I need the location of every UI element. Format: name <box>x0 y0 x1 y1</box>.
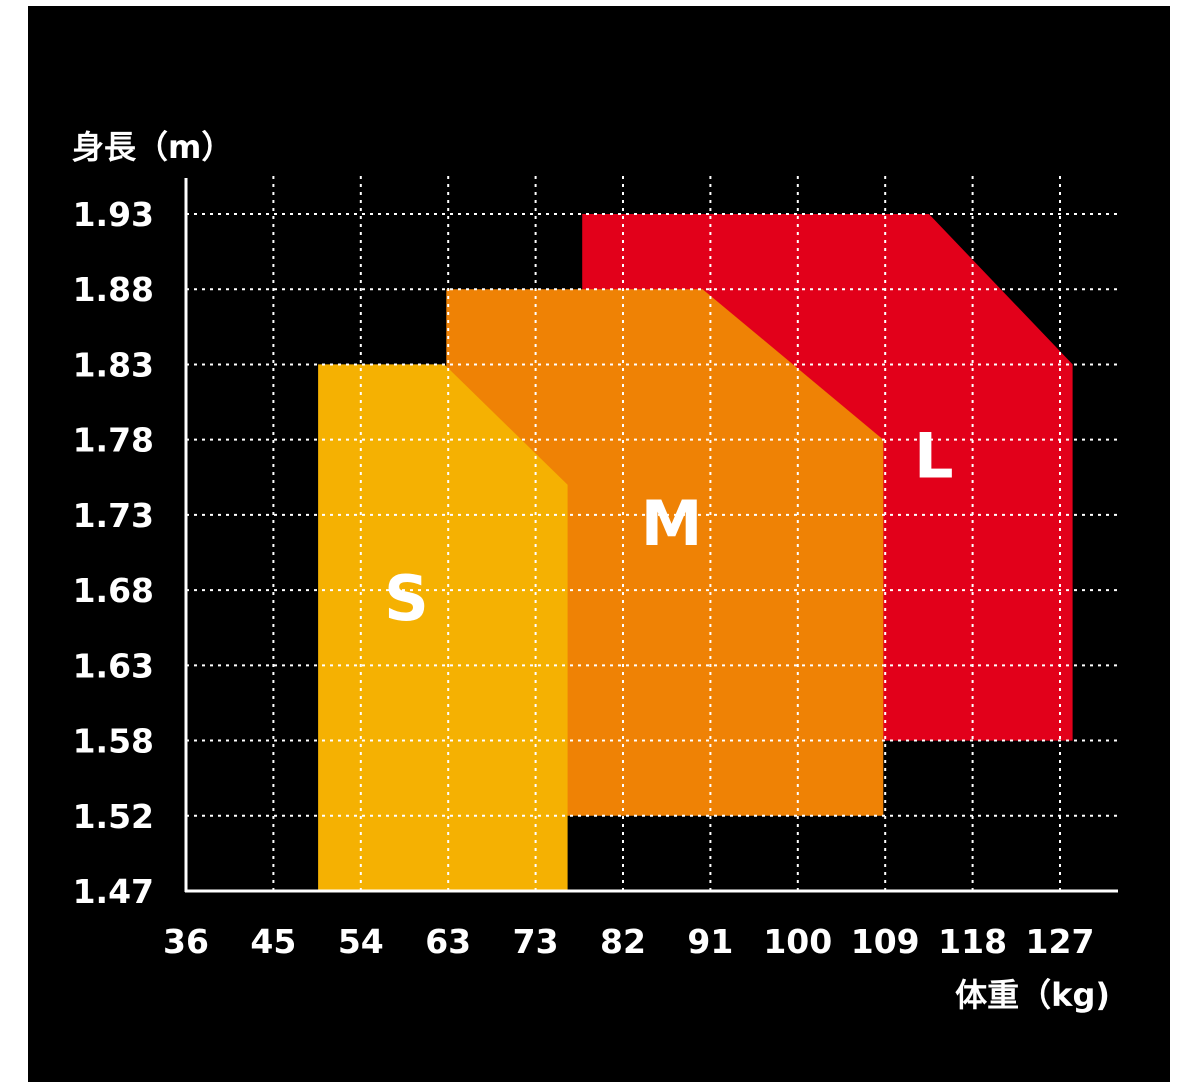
size-chart-panel: 1.93 1.88 1.83 1.78 1.73 1.68 1.63 1.58 1.52 1.47… <box>28 6 1170 1082</box>
y-tick-label: 1.47 <box>73 872 154 911</box>
x-tick-label: 63 <box>425 922 471 961</box>
x-tick-label: 118 <box>938 922 1007 961</box>
x-tick-label: 100 <box>763 922 832 961</box>
size-chart: 1.93 1.88 1.83 1.78 1.73 1.68 1.63 1.58 1.52 1.47… <box>72 128 1118 1014</box>
y-tick-label: 1.58 <box>73 722 154 761</box>
y-tick-label: 1.78 <box>73 421 154 460</box>
size-label-s: S <box>384 562 429 635</box>
x-tick-label: 82 <box>600 922 646 961</box>
y-axis-title: 身長（m） <box>72 128 233 166</box>
x-tick-label: 127 <box>1026 922 1095 961</box>
series-s-area <box>318 364 568 891</box>
y-tick-label: 1.93 <box>73 195 154 234</box>
y-tick-label: 1.73 <box>73 496 154 535</box>
y-tick-label: 1.68 <box>73 571 154 610</box>
x-tick-label: 45 <box>250 922 296 961</box>
x-tick-label: 54 <box>338 922 384 961</box>
y-tick-label: 1.88 <box>73 270 154 309</box>
y-tick-label: 1.83 <box>73 345 154 384</box>
size-label-m: M <box>641 487 703 560</box>
x-tick-label: 109 <box>851 922 920 961</box>
size-label-l: L <box>914 419 954 492</box>
y-tick-label: 1.52 <box>73 797 154 836</box>
y-tick-label: 1.63 <box>73 646 154 685</box>
x-tick-label: 36 <box>163 922 209 961</box>
x-tick-label: 73 <box>513 922 559 961</box>
x-axis-title: 体重（kg) <box>955 976 1110 1014</box>
x-tick-label: 91 <box>687 922 733 961</box>
